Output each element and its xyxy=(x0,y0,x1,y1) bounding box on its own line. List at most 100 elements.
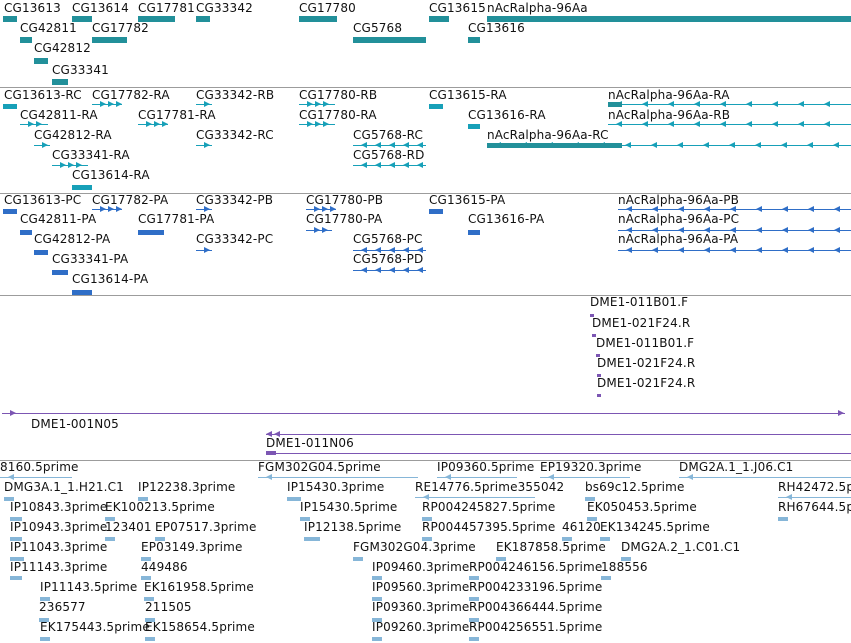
feature-glyph[interactable] xyxy=(141,557,151,561)
strand-right-arrow-icon xyxy=(116,101,122,107)
feature-intron-line[interactable] xyxy=(20,124,48,125)
feature-glyph[interactable] xyxy=(300,517,310,521)
feature-glyph[interactable] xyxy=(353,37,426,43)
feature-glyph[interactable] xyxy=(585,497,595,501)
feature-label: CG5768-PC xyxy=(353,232,423,246)
feature-intron-line[interactable] xyxy=(2,413,845,414)
feature-glyph[interactable] xyxy=(596,354,600,357)
feature-intron-line[interactable] xyxy=(92,104,122,105)
feature-glyph[interactable] xyxy=(469,618,479,622)
feature-glyph[interactable] xyxy=(105,517,115,521)
feature-glyph[interactable] xyxy=(145,618,155,622)
feature-glyph[interactable] xyxy=(468,230,480,235)
feature-intron-line[interactable] xyxy=(266,453,851,454)
feature-glyph[interactable] xyxy=(138,16,175,22)
feature-glyph[interactable] xyxy=(562,537,572,541)
feature-glyph[interactable] xyxy=(141,576,151,580)
feature-glyph[interactable] xyxy=(469,597,479,601)
feature-glyph[interactable] xyxy=(52,79,68,85)
feature-glyph[interactable] xyxy=(372,618,382,622)
feature-glyph[interactable] xyxy=(621,557,631,561)
feature-glyph[interactable] xyxy=(469,637,479,641)
feature-glyph[interactable] xyxy=(10,576,22,580)
feature-glyph[interactable] xyxy=(304,537,320,541)
feature-intron-line[interactable] xyxy=(258,477,418,478)
feature-glyph[interactable] xyxy=(144,597,154,601)
feature-glyph[interactable] xyxy=(487,143,622,148)
feature-intron-line[interactable] xyxy=(306,209,336,210)
feature-glyph[interactable] xyxy=(778,517,788,521)
strand-left-arrow-icon xyxy=(417,267,423,273)
feature-glyph[interactable] xyxy=(34,58,48,64)
feature-glyph[interactable] xyxy=(39,618,49,622)
feature-glyph[interactable] xyxy=(10,517,22,521)
feature-glyph[interactable] xyxy=(145,637,155,641)
feature-glyph[interactable] xyxy=(422,537,432,541)
feature-glyph[interactable] xyxy=(40,597,50,601)
feature-label: EP07517.3prime xyxy=(155,520,257,534)
feature-label: CG13615-PA xyxy=(429,193,506,207)
feature-glyph[interactable] xyxy=(52,270,68,275)
feature-glyph[interactable] xyxy=(429,209,443,214)
feature-glyph[interactable] xyxy=(590,314,594,317)
feature-glyph[interactable] xyxy=(72,16,92,22)
feature-intron-line[interactable] xyxy=(487,145,851,146)
feature-glyph[interactable] xyxy=(469,576,479,580)
strand-left-arrow-icon xyxy=(651,142,657,148)
feature-intron-line[interactable] xyxy=(608,104,851,105)
feature-intron-line[interactable] xyxy=(138,124,168,125)
feature-glyph[interactable] xyxy=(138,497,148,501)
feature-glyph[interactable] xyxy=(72,290,92,295)
feature-intron-line[interactable] xyxy=(540,477,630,478)
strand-right-arrow-icon xyxy=(204,142,210,148)
feature-glyph[interactable] xyxy=(353,557,363,561)
feature-glyph[interactable] xyxy=(3,16,17,22)
feature-glyph[interactable] xyxy=(4,497,14,501)
feature-glyph[interactable] xyxy=(468,37,480,43)
feature-glyph[interactable] xyxy=(468,124,480,129)
feature-glyph[interactable] xyxy=(20,230,32,235)
feature-glyph[interactable] xyxy=(299,16,337,22)
feature-glyph[interactable] xyxy=(597,374,601,377)
feature-intron-line[interactable] xyxy=(608,124,851,125)
feature-intron-line[interactable] xyxy=(415,497,535,498)
feature-glyph[interactable] xyxy=(287,497,301,501)
feature-glyph[interactable] xyxy=(496,557,506,561)
strand-left-arrow-icon xyxy=(756,206,762,212)
feature-intron-line[interactable] xyxy=(679,477,851,478)
feature-glyph[interactable] xyxy=(601,576,611,580)
strand-left-arrow-icon xyxy=(782,247,788,253)
feature-glyph[interactable] xyxy=(600,537,610,541)
feature-glyph[interactable] xyxy=(3,104,17,109)
feature-glyph[interactable] xyxy=(592,334,596,337)
feature-glyph[interactable] xyxy=(422,517,432,521)
feature-glyph[interactable] xyxy=(20,37,32,43)
feature-glyph[interactable] xyxy=(92,37,127,43)
feature-glyph[interactable] xyxy=(597,394,601,397)
feature-glyph[interactable] xyxy=(34,250,48,255)
feature-glyph[interactable] xyxy=(372,597,382,601)
feature-glyph[interactable] xyxy=(3,209,17,214)
feature-intron-line[interactable] xyxy=(437,477,517,478)
feature-glyph[interactable] xyxy=(487,16,851,22)
feature-glyph[interactable] xyxy=(10,557,24,561)
feature-intron-line[interactable] xyxy=(92,209,122,210)
strand-left-arrow-icon xyxy=(403,247,409,253)
feature-glyph[interactable] xyxy=(587,517,597,521)
feature-intron-line[interactable] xyxy=(0,477,72,478)
feature-intron-line[interactable] xyxy=(266,434,851,435)
feature-glyph[interactable] xyxy=(10,537,22,541)
strand-left-arrow-icon xyxy=(772,101,778,107)
feature-glyph[interactable] xyxy=(372,637,382,641)
feature-glyph[interactable] xyxy=(372,576,382,580)
feature-glyph[interactable] xyxy=(155,537,165,541)
feature-glyph[interactable] xyxy=(608,102,622,107)
feature-glyph[interactable] xyxy=(40,637,50,641)
feature-intron-line[interactable] xyxy=(778,497,851,498)
feature-glyph[interactable] xyxy=(72,185,92,190)
feature-glyph[interactable] xyxy=(138,230,164,235)
feature-glyph[interactable] xyxy=(429,104,443,109)
feature-glyph[interactable] xyxy=(105,537,115,541)
feature-glyph[interactable] xyxy=(429,16,449,22)
feature-glyph[interactable] xyxy=(196,16,210,22)
